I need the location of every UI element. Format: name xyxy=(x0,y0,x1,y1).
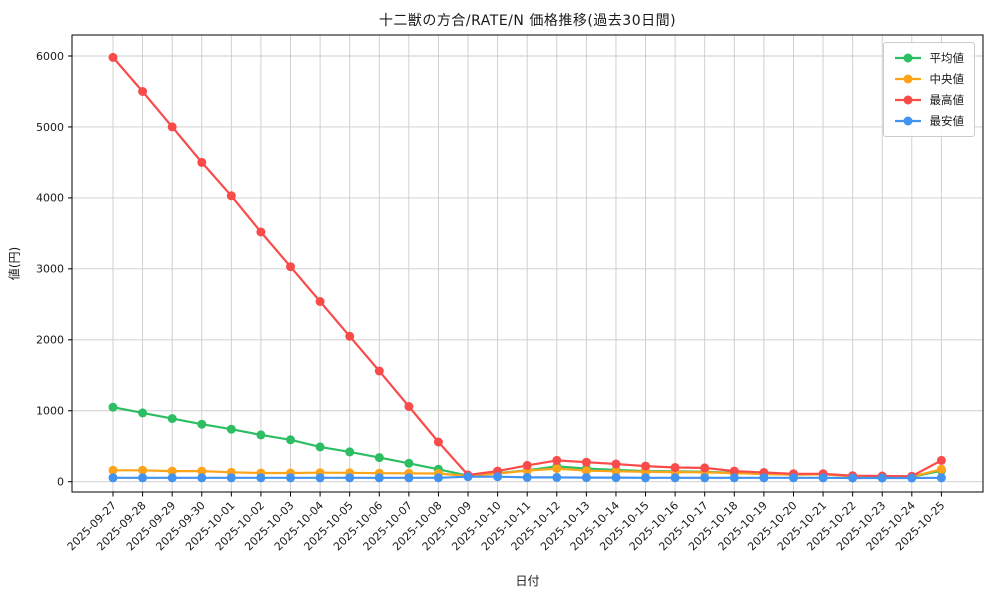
series-marker-最安値[interactable] xyxy=(167,473,177,483)
series-marker-最高値[interactable] xyxy=(226,191,236,201)
series-marker-最安値[interactable] xyxy=(108,473,118,483)
series-marker-最安値[interactable] xyxy=(818,473,828,483)
series-marker-平均値[interactable] xyxy=(404,458,414,468)
y-tick-label: 5000 xyxy=(36,121,64,134)
series-marker-最安値[interactable] xyxy=(670,473,680,483)
series-marker-最高値[interactable] xyxy=(286,262,295,272)
series-marker-最高値[interactable] xyxy=(581,457,591,467)
series-marker-平均値[interactable] xyxy=(167,414,177,424)
y-tick-label: 3000 xyxy=(36,263,64,276)
series-marker-最安値[interactable] xyxy=(611,473,621,483)
series-marker-最高値[interactable] xyxy=(345,331,355,341)
series-marker-最安値[interactable] xyxy=(345,473,355,483)
series-marker-最高値[interactable] xyxy=(700,463,710,473)
series-marker-中央値[interactable] xyxy=(581,466,591,476)
legend[interactable]: 平均値 中央値 最高値 最安値 xyxy=(882,42,975,137)
series-marker-中央値[interactable] xyxy=(552,464,562,474)
chart-title: 十二獣の方合/RATE/N 価格推移(過去30日間) xyxy=(378,13,677,29)
legend-label-max: 最高値 xyxy=(929,93,965,107)
legend-label-min: 最安値 xyxy=(929,114,965,128)
y-tick-label: 4000 xyxy=(36,192,64,205)
series-marker-中央値[interactable] xyxy=(197,466,207,476)
series-marker-平均値[interactable] xyxy=(256,430,266,440)
series-marker-最安値[interactable] xyxy=(226,473,236,483)
series-marker-平均値[interactable] xyxy=(138,408,148,418)
series-marker-最安値[interactable] xyxy=(907,473,917,483)
series-marker-平均値[interactable] xyxy=(374,453,384,463)
series-marker-最安値[interactable] xyxy=(286,473,295,483)
series-marker-最安値[interactable] xyxy=(789,473,798,483)
series-marker-最高値[interactable] xyxy=(433,437,443,447)
series-marker-中央値[interactable] xyxy=(138,465,148,475)
series-marker-中央値[interactable] xyxy=(167,466,177,476)
legend-swatch-average-icon xyxy=(894,53,921,63)
series-marker-最高値[interactable] xyxy=(315,297,325,306)
y-tick-label: 0 xyxy=(57,476,64,489)
series-marker-最安値[interactable] xyxy=(877,473,887,483)
series-marker-最安値[interactable] xyxy=(522,472,532,482)
series-marker-最安値[interactable] xyxy=(641,473,650,483)
series-marker-最安値[interactable] xyxy=(315,473,325,483)
legend-item-max[interactable]: 最高値 xyxy=(893,92,965,108)
series-marker-中央値[interactable] xyxy=(611,466,621,476)
series-marker-最安値[interactable] xyxy=(404,473,414,483)
series-marker-平均値[interactable] xyxy=(345,447,355,457)
series-marker-中央値[interactable] xyxy=(108,465,118,475)
series-marker-最高値[interactable] xyxy=(522,460,532,470)
series-marker-中央値[interactable] xyxy=(936,464,946,474)
series-marker-最安値[interactable] xyxy=(581,473,591,483)
y-tick-label: 2000 xyxy=(36,334,64,347)
series-marker-最高値[interactable] xyxy=(256,227,266,237)
series-marker-最高値[interactable] xyxy=(374,366,384,376)
series-marker-最安値[interactable] xyxy=(463,472,473,482)
x-axis-label: 日付 xyxy=(515,574,540,588)
legend-item-median[interactable]: 中央値 xyxy=(893,71,965,87)
series-marker-最安値[interactable] xyxy=(433,473,443,483)
series-marker-最高値[interactable] xyxy=(167,122,177,132)
series-marker-最安値[interactable] xyxy=(729,473,739,483)
legend-item-average[interactable]: 平均値 xyxy=(893,50,965,66)
series-marker-最安値[interactable] xyxy=(759,473,769,483)
legend-label-median: 中央値 xyxy=(929,72,965,86)
legend-label-average: 平均値 xyxy=(929,51,965,65)
series-marker-最安値[interactable] xyxy=(552,472,562,482)
series-marker-最高値[interactable] xyxy=(552,455,562,465)
series-marker-最安値[interactable] xyxy=(374,473,384,483)
series-marker-平均値[interactable] xyxy=(108,402,118,412)
legend-swatch-median-icon xyxy=(894,74,921,84)
series-marker-最安値[interactable] xyxy=(256,473,266,483)
series-marker-最高値[interactable] xyxy=(729,466,739,476)
series-marker-最高値[interactable] xyxy=(404,402,414,411)
series-marker-最安値[interactable] xyxy=(493,472,503,482)
series-marker-最安値[interactable] xyxy=(138,473,148,483)
series-marker-最高値[interactable] xyxy=(611,459,621,469)
series-marker-最高値[interactable] xyxy=(641,461,650,471)
y-tick-label: 1000 xyxy=(36,405,64,418)
series-marker-平均値[interactable] xyxy=(286,435,295,445)
y-tick-label: 6000 xyxy=(36,50,64,63)
series-marker-平均値[interactable] xyxy=(197,419,207,429)
series-marker-最安値[interactable] xyxy=(197,473,207,483)
series-marker-平均値[interactable] xyxy=(226,424,236,434)
series-marker-最安値[interactable] xyxy=(848,473,858,483)
series-marker-最高値[interactable] xyxy=(138,87,148,96)
legend-swatch-min-icon xyxy=(894,116,921,126)
series-marker-平均値[interactable] xyxy=(315,442,325,452)
series-marker-最安値[interactable] xyxy=(936,473,946,483)
series-marker-最高値[interactable] xyxy=(936,455,946,465)
series-marker-最高値[interactable] xyxy=(197,157,207,167)
legend-item-min[interactable]: 最安値 xyxy=(893,113,965,129)
series-marker-最高値[interactable] xyxy=(670,463,680,472)
series-marker-最安値[interactable] xyxy=(700,473,710,483)
series-marker-最高値[interactable] xyxy=(108,52,118,62)
legend-swatch-max-icon xyxy=(894,95,921,105)
